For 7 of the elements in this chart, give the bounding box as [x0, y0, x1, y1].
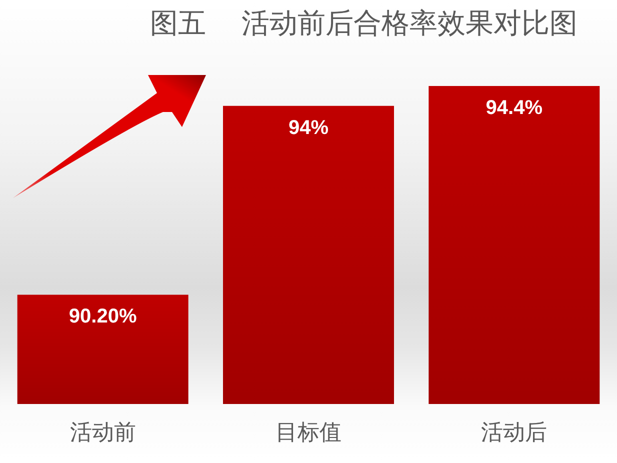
data-label: 94.4% — [486, 97, 543, 119]
x-tick-label: 活动后 — [481, 420, 548, 446]
data-label: 90.20% — [68, 306, 137, 328]
chart-title: 图五 活动前后合格率效果对比图 — [150, 6, 578, 40]
x-tick-label: 活动前 — [70, 420, 136, 446]
x-tick-label: 目标值 — [276, 420, 342, 446]
data-label: 94% — [288, 116, 329, 139]
